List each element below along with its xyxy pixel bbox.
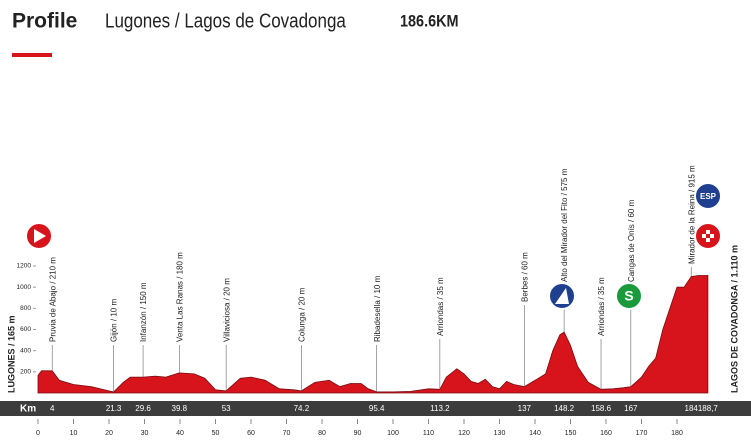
x-tick-label: 100 (387, 430, 399, 437)
title: Profile (12, 10, 77, 33)
y-tick-label: 600 (20, 326, 31, 333)
y-tick-label: 400 (20, 347, 31, 354)
x-tick-label: 20 (105, 430, 113, 437)
km-mark-label: 95.4 (369, 404, 385, 413)
waypoint-label: Mirador de la Reina / 915 m (687, 165, 696, 264)
km-mark-label: 148.2 (554, 404, 575, 413)
waypoint-label: Villaviciosa / 20 m (222, 278, 231, 342)
subtitle: Lugones / Lagos de Covadonga (105, 9, 346, 32)
waypoint-label: Berbes / 60 m (520, 252, 529, 302)
x-tick-label: 80 (318, 430, 326, 437)
km-mark-label: 167 (624, 404, 638, 413)
x-tick-label: 90 (354, 430, 362, 437)
km-mark-label: 29.6 (135, 404, 151, 413)
y-tick-label: 1000 (17, 284, 32, 291)
start-icon (25, 222, 53, 250)
waypoint-label: Alto del Mirador del Fito / 575 m (560, 168, 569, 282)
waypoint-label: Infanzón / 150 m (139, 282, 148, 342)
climb-icon (548, 282, 576, 310)
waypoint-label: Venta Las Ranas / 180 m (175, 252, 184, 342)
waypoint-label: Colunga / 20 m (298, 287, 307, 342)
x-tick-label: 0 (36, 430, 40, 437)
x-tick-label: 30 (141, 430, 149, 437)
km-mark-label: 158.6 (591, 404, 612, 413)
x-tick-label: 50 (212, 430, 220, 437)
x-tick-label: 40 (176, 430, 184, 437)
start-label: LUGONES / 165 m (6, 315, 16, 393)
svg-text:ESP: ESP (700, 192, 717, 201)
waypoint-label: Cangas de Onís / 60 m (627, 199, 636, 282)
waypoint-label: Pruvia de Abajo / 210 m (48, 257, 57, 342)
km-mark-label: 4 (50, 404, 55, 413)
km-mark-label: 137 (518, 404, 532, 413)
km-mark-label: 53 (222, 404, 231, 413)
esp-icon: ESP (694, 182, 722, 210)
elevation-area (37, 275, 709, 394)
km-mark-label: 188,7 (698, 404, 719, 413)
x-tick-label: 180 (671, 430, 683, 437)
km-mark-label: 113.2 (430, 404, 450, 413)
x-tick-label: 120 (458, 430, 470, 437)
finish-label: LAGOS DE COVADONGA / 1.110 m (729, 245, 739, 393)
waypoint-label: Arriondas / 35 m (597, 277, 606, 336)
km-mark-label: 74.2 (294, 404, 310, 413)
km-strip (0, 401, 751, 416)
x-tick-label: 150 (565, 430, 577, 437)
x-tick-label: 60 (247, 430, 255, 437)
y-tick-label: 200 (20, 369, 31, 376)
x-tick-label: 160 (600, 430, 612, 437)
x-tick-label: 140 (529, 430, 541, 437)
waypoint-label: Arriondas / 35 m (436, 277, 445, 336)
x-tick-label: 110 (423, 430, 434, 437)
waypoint-label: Ribadesella / 10 m (373, 275, 382, 342)
km-mark-label: 184 (685, 404, 699, 413)
km-mark-label: 39.8 (172, 404, 188, 413)
finish-icon (694, 222, 722, 250)
x-label: Km (20, 404, 36, 415)
km-mark-label: 21.3 (106, 404, 122, 413)
distance: 186.6KM (400, 12, 459, 30)
x-tick-label: 10 (70, 430, 78, 437)
x-tick-label: 70 (283, 430, 291, 437)
x-tick-label: 130 (494, 430, 506, 437)
x-tick-label: 170 (636, 430, 648, 437)
svg-text:S: S (624, 288, 633, 304)
waypoint-label: Gijón / 10 m (110, 299, 119, 342)
sprint-icon: S (615, 282, 643, 310)
y-tick-label: 1200 (17, 263, 32, 270)
y-tick-label: 800 (20, 305, 31, 312)
title-underline (12, 53, 52, 57)
